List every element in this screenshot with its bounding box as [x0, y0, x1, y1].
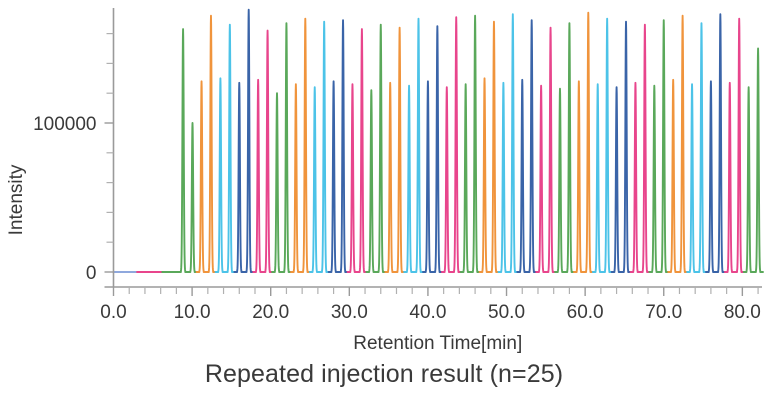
x-axis-tick-label: 60.0	[567, 302, 604, 323]
chromatogram-trace	[271, 22, 293, 273]
chromatogram-trace	[667, 14, 689, 273]
chromatogram-trace	[214, 23, 236, 273]
chromatogram-trace	[554, 22, 576, 273]
chromatogram-trace	[290, 17, 312, 273]
chromatogram-trace	[346, 28, 368, 273]
y-axis-tick-label: 100000	[33, 114, 96, 135]
chromatogram-trace	[422, 25, 444, 273]
x-axis-tick-label: 40.0	[409, 302, 446, 323]
chromatogram-trace	[535, 26, 557, 273]
chromatogram-trace	[478, 20, 500, 273]
x-axis-ticks	[112, 287, 759, 296]
chromatogram-trace	[742, 47, 764, 273]
chromatogram-trace	[516, 19, 538, 273]
x-axis-tick-label: 20.0	[252, 302, 289, 323]
chromatogram-trace	[705, 13, 727, 273]
chromatogram-trace	[459, 14, 481, 273]
chromatogram-trace	[610, 20, 632, 273]
chromatogram-trace	[327, 19, 349, 273]
chromatogram-trace	[686, 22, 708, 273]
y-axis-tick-label: 0	[86, 263, 97, 284]
x-axis-tick-label: 50.0	[488, 302, 525, 323]
chromatogram-trace	[591, 17, 614, 273]
chromatogram-plot: 0.0 10.0 20.0 30.0 40.0 50.0 60.0 70.0 80.0 0 1000…	[6, 8, 764, 354]
chromatogram-trace	[308, 20, 331, 273]
x-axis-tick-label: 30.0	[331, 302, 368, 323]
chromatogram-trace	[723, 17, 746, 273]
chromatogram-trace	[403, 17, 425, 273]
chromatogram-traces	[112, 8, 764, 273]
chromatogram-trace	[648, 19, 670, 273]
y-axis-title: Intensity	[6, 164, 27, 235]
x-axis-tick-label: 80.0	[724, 302, 761, 323]
chromatogram-trace	[195, 14, 217, 273]
chromatogram-trace	[233, 8, 255, 273]
chromatogram-trace	[497, 13, 519, 273]
x-axis-tick-label: 0.0	[100, 302, 126, 323]
x-axis-title: Retention Time[min]	[353, 333, 522, 354]
chart-axes	[104, 8, 762, 296]
chromatogram-trace	[384, 26, 406, 273]
chromatogram-trace	[252, 29, 274, 273]
chromatogram-trace	[440, 16, 463, 273]
x-axis-tick-label: 70.0	[645, 302, 682, 323]
chromatogram-trace	[365, 23, 387, 273]
chromatogram-trace	[572, 11, 595, 273]
axis-tick-labels: 0.0 10.0 20.0 30.0 40.0 50.0 60.0 70.0 80.0 0 1000…	[33, 114, 761, 323]
chromatogram-trace	[629, 23, 651, 273]
x-axis-tick-label: 10.0	[174, 302, 211, 323]
figure-caption: Repeated injection result (n=25)	[204, 360, 564, 388]
chromatogram-trace	[177, 28, 199, 273]
y-axis-ticks	[104, 32, 114, 273]
